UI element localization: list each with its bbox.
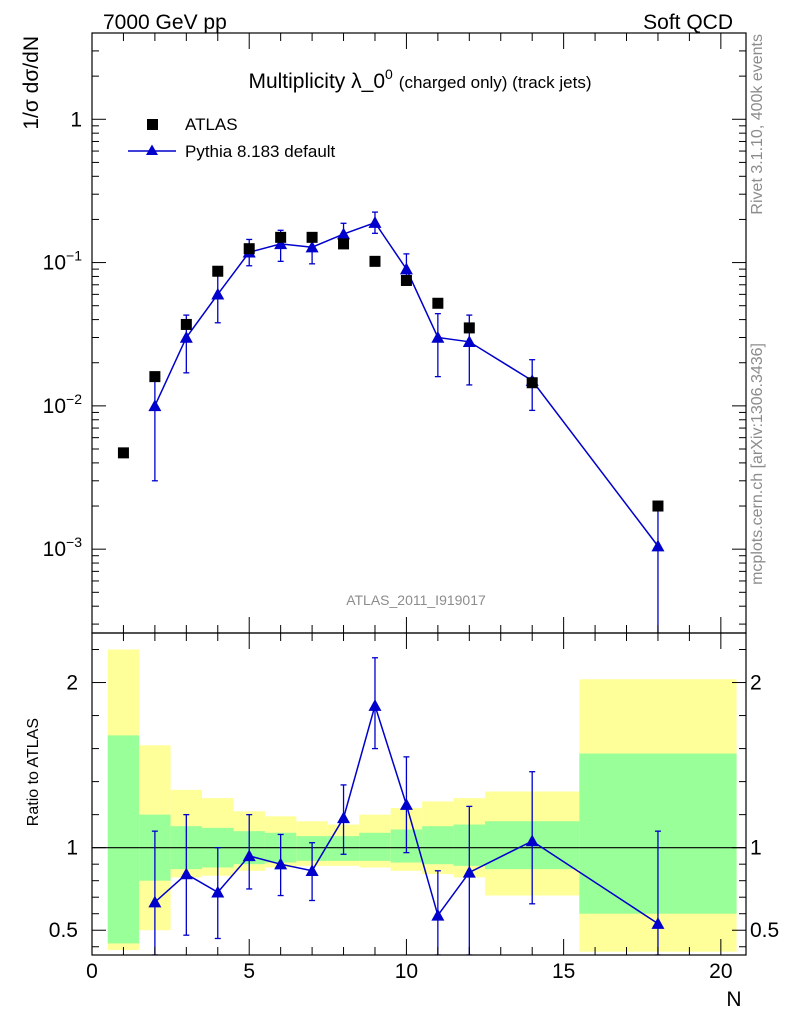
ratio-y-axis-label: Ratio to ATLAS bbox=[25, 718, 42, 826]
ratio-point-11 bbox=[525, 834, 539, 847]
x-tick-label-2: 10 bbox=[395, 960, 418, 983]
legend-pythia-label: Pythia 8.183 default bbox=[185, 142, 336, 161]
atlas-point-11 bbox=[463, 322, 475, 334]
ratio-point-3 bbox=[242, 849, 256, 862]
ratio-point-5 bbox=[305, 864, 319, 876]
band-inner-10 bbox=[422, 826, 454, 865]
main-ytick-label-exp-3: −3 bbox=[66, 534, 82, 550]
main-title: Multiplicity λ_00 (charged only) (track j… bbox=[248, 66, 591, 93]
atlas-point-9 bbox=[400, 274, 412, 286]
ratio-point-4 bbox=[274, 857, 288, 870]
ratio-point-9 bbox=[431, 908, 445, 921]
pythia-point-7 bbox=[368, 216, 382, 228]
ratio-point-10 bbox=[462, 865, 476, 878]
band-inner-8 bbox=[359, 832, 391, 861]
atlas-point-7 bbox=[338, 238, 350, 250]
pythia-point-10 bbox=[462, 335, 476, 347]
pythia-point-2 bbox=[211, 287, 225, 300]
ratio-ytick-label-left-0: 0.5 bbox=[49, 919, 78, 942]
ratio-ytick-label-right-0: 0.5 bbox=[750, 919, 779, 942]
ratio-bands-layer bbox=[107, 649, 737, 952]
x-tick-label-3: 15 bbox=[552, 960, 575, 983]
pythia-point-5 bbox=[305, 240, 319, 253]
main-y-axis-label: 1/σ dσ/dN bbox=[20, 36, 43, 130]
x-tick-label-4: 20 bbox=[709, 960, 732, 983]
ratio-axes-layer: 0.5 0.51 12 20 5 10 15 20 bbox=[49, 632, 779, 983]
atlas-point-6 bbox=[306, 231, 318, 243]
main-ytick-label-base-3: 10 bbox=[43, 538, 66, 561]
ratio-point-6 bbox=[337, 811, 351, 824]
main-ytick-label-3: 10−3 bbox=[43, 534, 83, 561]
main-axes-layer: 110−110−210−3 bbox=[43, 32, 747, 634]
pythia-point-4 bbox=[274, 237, 288, 250]
ratio-series-layer bbox=[92, 657, 746, 955]
x-axis-label: N bbox=[726, 988, 741, 1011]
atlas-point-0 bbox=[117, 447, 129, 459]
pythia-point-8 bbox=[399, 262, 413, 275]
atlas-point-12 bbox=[526, 377, 538, 389]
pythia-point-12 bbox=[651, 539, 665, 552]
atlas-point-3 bbox=[212, 265, 224, 277]
atlas-point-8 bbox=[369, 255, 381, 267]
band-inner-0 bbox=[107, 735, 140, 944]
legend: ATLAS Pythia 8.183 default bbox=[128, 115, 336, 161]
main-ytick-label-base-1: 10 bbox=[43, 252, 66, 275]
legend-atlas-label: ATLAS bbox=[185, 115, 238, 134]
atlas-point-10 bbox=[432, 297, 444, 309]
mcplots-label: mcplots.cern.ch [arXiv:1306.3436] bbox=[749, 343, 766, 585]
legend-pythia-marker bbox=[146, 144, 158, 155]
ratio-panel: 0.5 0.51 12 20 5 10 15 20 bbox=[49, 632, 779, 983]
ratio-point-0 bbox=[148, 895, 162, 908]
atlas-point-1 bbox=[149, 371, 161, 383]
header-left: 7000 GeV pp bbox=[103, 11, 227, 34]
ratio-point-7 bbox=[368, 699, 382, 711]
ratio-ytick-label-left-2: 2 bbox=[66, 672, 78, 695]
legend-atlas-marker bbox=[147, 119, 158, 130]
main-series-layer bbox=[117, 211, 665, 633]
pythia-point-0 bbox=[148, 399, 162, 412]
main-title-suffix: (charged only) (track jets) bbox=[399, 73, 592, 92]
main-ytick-label-2: 10−2 bbox=[43, 391, 83, 418]
pythia-point-9 bbox=[431, 330, 445, 343]
ratio-ytick-label-right-1: 1 bbox=[750, 837, 762, 860]
ratio-point-1 bbox=[179, 867, 193, 880]
ratio-frame bbox=[91, 632, 747, 956]
ratio-ytick-label-left-1: 1 bbox=[66, 837, 78, 860]
main-panel: 110−110−210−3 bbox=[43, 32, 747, 634]
x-tick-label-0: 0 bbox=[86, 960, 98, 983]
ratio-ytick-label-right-2: 2 bbox=[750, 672, 762, 695]
watermark: ATLAS_2011_I919017 bbox=[346, 592, 486, 608]
main-ytick-label-0: 1 bbox=[70, 108, 82, 131]
x-tick-label-1: 5 bbox=[243, 960, 255, 983]
main-ytick-label-1: 10−1 bbox=[43, 248, 83, 275]
ratio-point-8 bbox=[399, 798, 413, 810]
atlas-point-13 bbox=[652, 500, 664, 512]
main-title-prefix: Multiplicity λ_0 bbox=[248, 70, 385, 93]
rivet-label: Rivet 3.1.10, 400k events bbox=[749, 34, 766, 215]
pythia-point-6 bbox=[337, 227, 351, 240]
main-title-superscript: 0 bbox=[385, 66, 393, 82]
atlas-point-5 bbox=[275, 231, 287, 243]
header-right: Soft QCD bbox=[643, 11, 733, 34]
ratio-point-2 bbox=[211, 885, 225, 898]
atlas-point-4 bbox=[243, 243, 255, 255]
main-ytick-label-base-2: 10 bbox=[43, 395, 66, 418]
ratio-point-12 bbox=[651, 917, 665, 929]
main-ytick-label-exp-2: −2 bbox=[66, 391, 82, 407]
atlas-point-2 bbox=[180, 318, 192, 330]
main-ytick-label-exp-1: −1 bbox=[66, 248, 82, 264]
pythia-point-1 bbox=[179, 330, 193, 343]
